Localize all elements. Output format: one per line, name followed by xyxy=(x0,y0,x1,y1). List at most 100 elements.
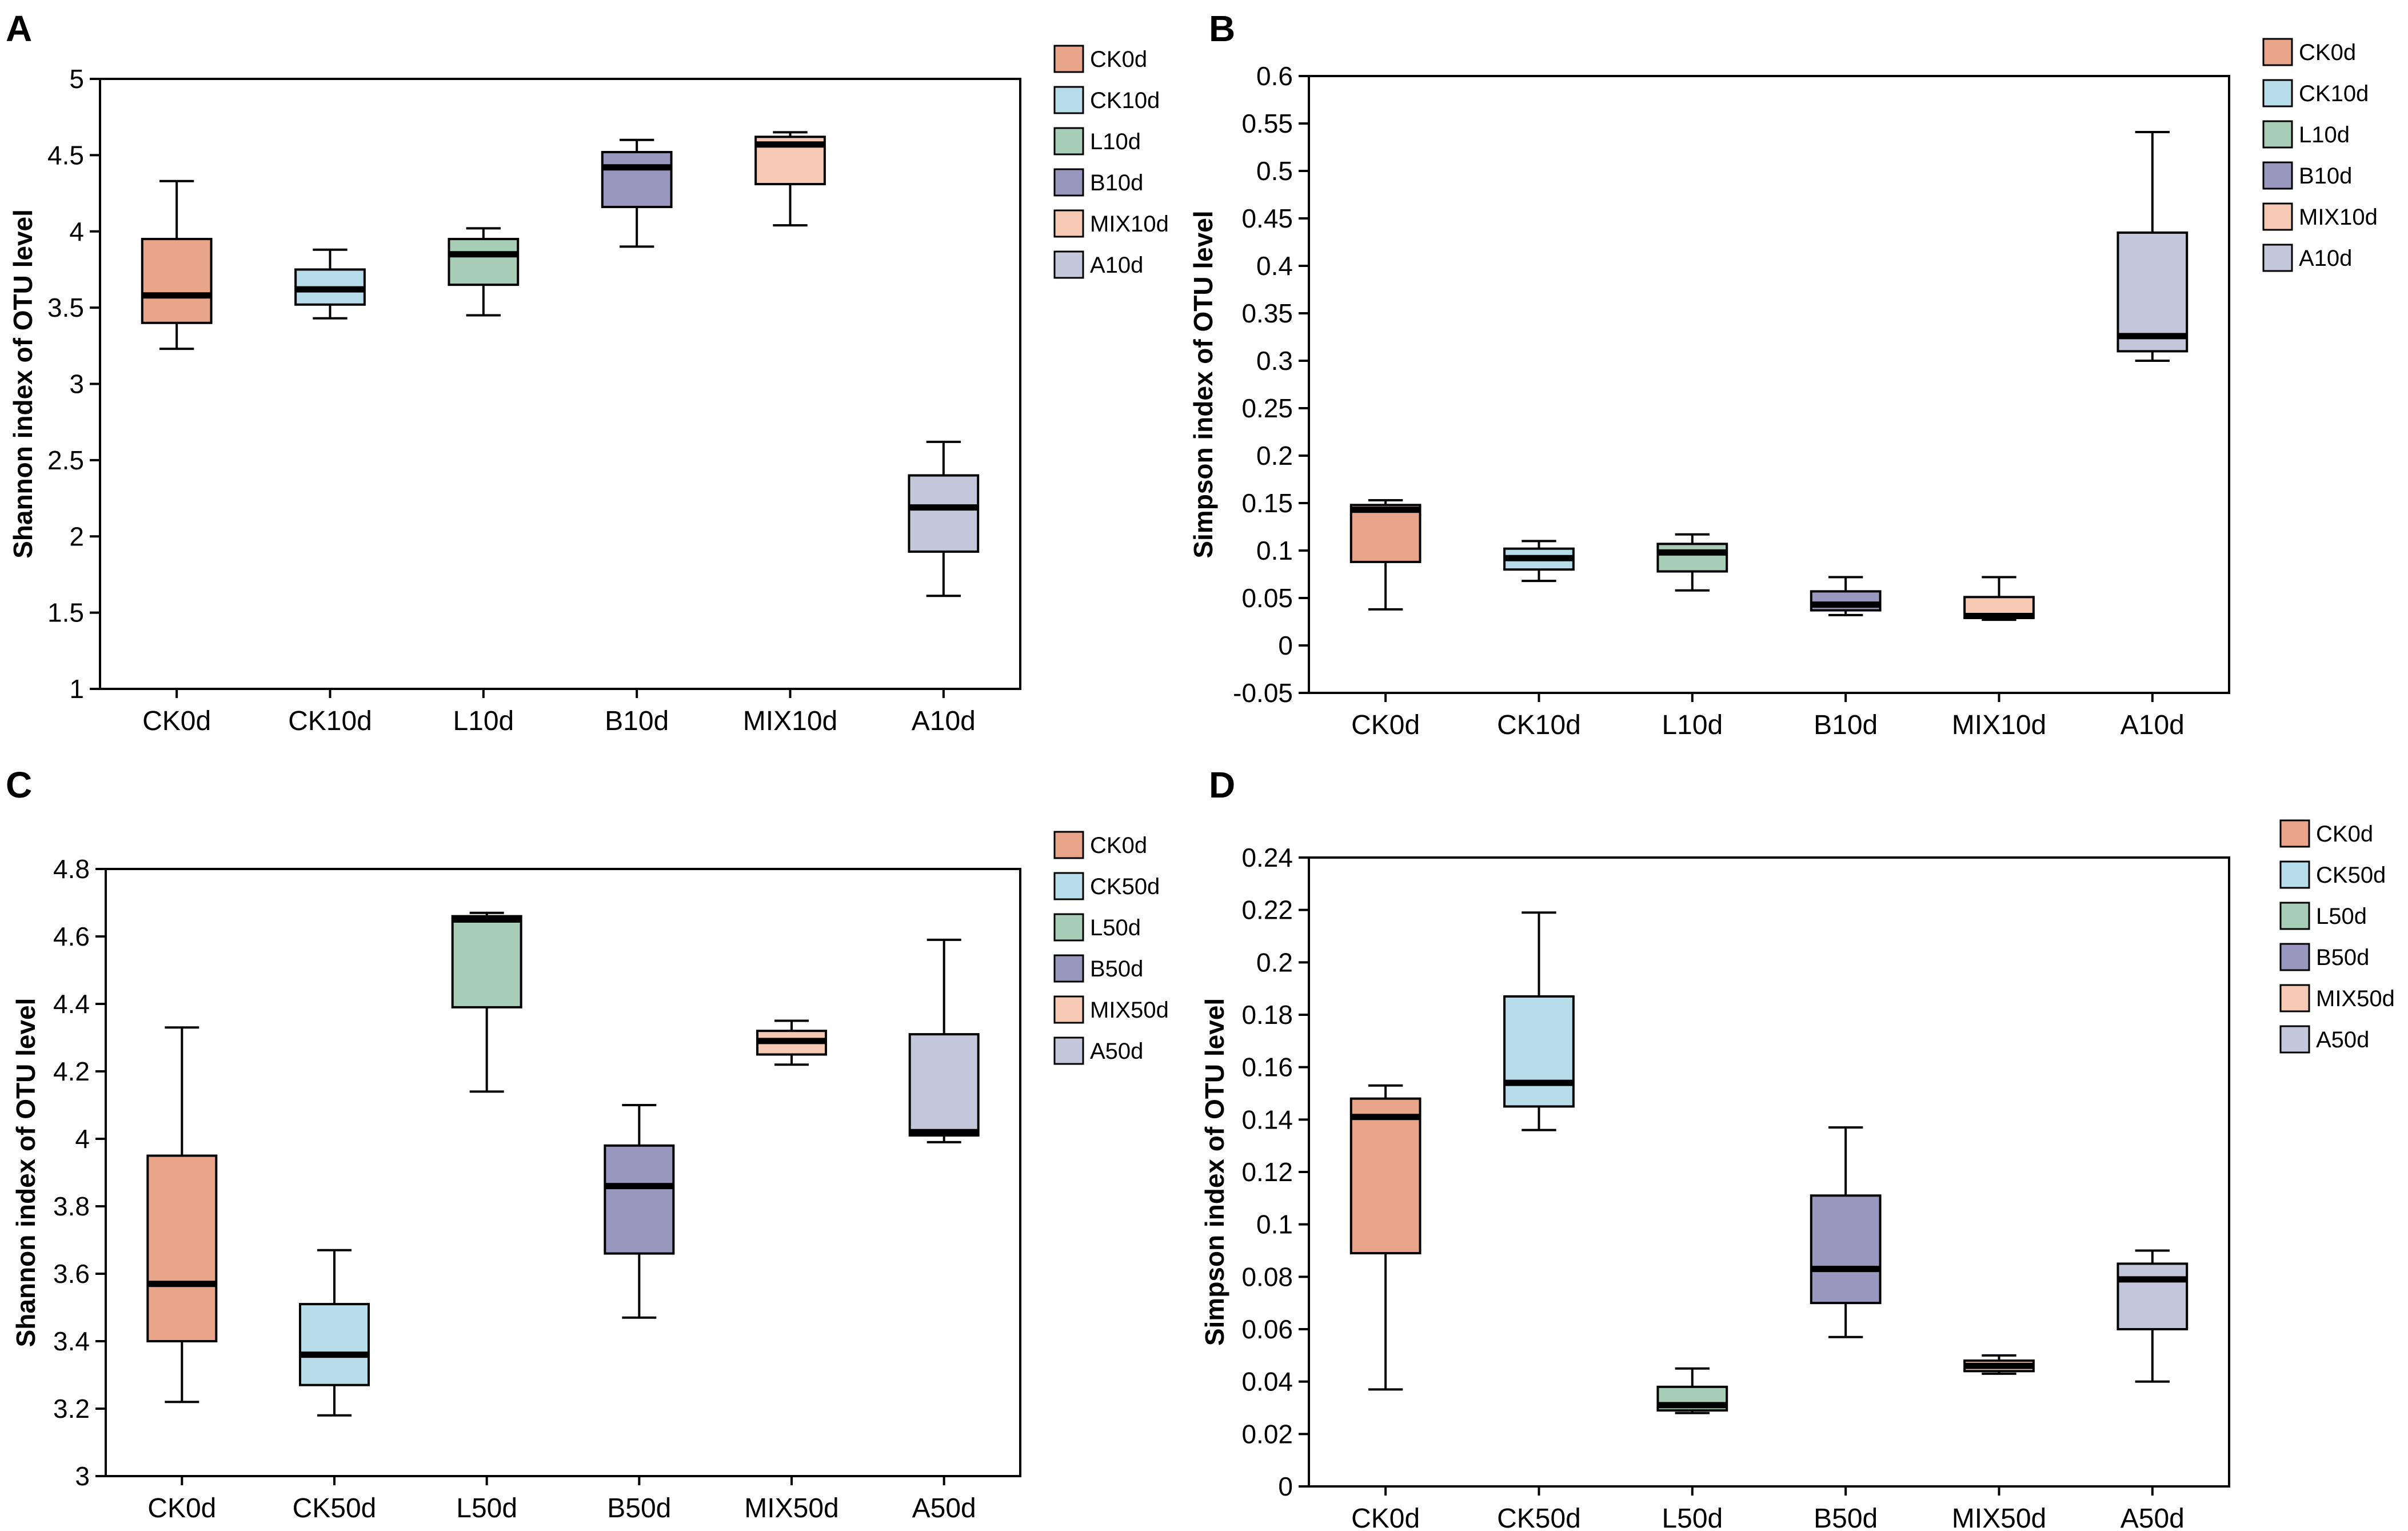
iqr-box xyxy=(1503,995,1575,1108)
legend-swatch xyxy=(1053,86,1084,114)
x-tick-label: CK50d xyxy=(1497,1504,1581,1531)
y-tick-label: 0.2 xyxy=(1256,947,1293,977)
y-tick-label: 0.2 xyxy=(1256,441,1293,471)
y-tick-label: 0.1 xyxy=(1256,536,1293,565)
x-tick-label: MIX10d xyxy=(1952,710,2046,740)
y-tick-label: 0.16 xyxy=(1241,1052,1293,1082)
box-CK0d xyxy=(141,180,213,350)
y-tick-label: 0.08 xyxy=(1241,1262,1293,1291)
legend-label: B50d xyxy=(1090,956,1143,982)
iqr-box xyxy=(1656,543,1728,573)
panel-B: B -0.05 0 0.05 0.1 0.15 0.2 0.25 0.3 0.35 0.4 0.45 0… xyxy=(1188,8,2378,740)
legend-swatch xyxy=(2262,202,2293,231)
x-tick-label: A10d xyxy=(2121,710,2185,740)
legend-label: CK10d xyxy=(2299,81,2369,106)
legend: CK0d CK10d L10d B10d MIX10d A10d xyxy=(1053,45,1169,279)
box-CK10d xyxy=(1503,540,1575,583)
legend-label: MIX10d xyxy=(2299,205,2378,230)
box-L10d xyxy=(1656,533,1728,592)
x-tick-label: CK10d xyxy=(1497,710,1581,740)
box-L50d xyxy=(451,911,522,1093)
legend-swatch xyxy=(2279,943,2310,971)
y-tick-label: 0.22 xyxy=(1241,895,1293,925)
y-tick-label: 0 xyxy=(1278,631,1293,660)
legend-swatch xyxy=(1053,209,1084,238)
plot-frame xyxy=(1308,856,2230,1488)
y-axis-title: Shannon index of OTU level xyxy=(11,998,41,1347)
y-tick-label: 0.04 xyxy=(1241,1367,1293,1397)
y-tick-label: 0.45 xyxy=(1241,204,1293,233)
legend-label: CK50d xyxy=(1090,874,1160,899)
box-B50d xyxy=(1810,1126,1882,1338)
y-tick-label: 0.02 xyxy=(1241,1419,1293,1449)
y-tick-label: 3.2 xyxy=(53,1394,90,1424)
iqr-box xyxy=(2117,1262,2189,1331)
box-A10d xyxy=(908,440,980,597)
iqr-box xyxy=(2117,231,2189,353)
legend-swatch xyxy=(2262,120,2293,149)
y-tick-label: 0.6 xyxy=(1256,61,1293,91)
box-A50d xyxy=(908,938,980,1143)
legend-label: CK0d xyxy=(1090,47,1147,72)
legend-swatch xyxy=(2279,1025,2310,1054)
y-axis-title: Simpson index of OTU level xyxy=(1188,210,1218,558)
legend-swatch xyxy=(1053,954,1084,983)
legend-label: L50d xyxy=(2316,904,2367,929)
x-tick-label: MIX10d xyxy=(743,706,837,736)
legend-label: MIX50d xyxy=(2316,986,2395,1011)
y-tick-label: 5 xyxy=(69,64,84,94)
box-MIX50d xyxy=(1963,1354,2035,1375)
legend-label: L10d xyxy=(1090,129,1141,154)
y-tick-label: 3.5 xyxy=(47,293,84,322)
legend-label: CK10d xyxy=(1090,88,1160,113)
legend-label: L50d xyxy=(1090,915,1141,940)
legend: CK0d CK10d L10d B10d MIX10d A10d xyxy=(2262,38,2378,272)
y-tick-label: 1.5 xyxy=(47,598,84,628)
y-tick-label: 0.12 xyxy=(1241,1157,1293,1187)
y-tick-label: 2.5 xyxy=(47,445,84,475)
legend-label: MIX10d xyxy=(1090,212,1169,237)
legend-swatch xyxy=(1053,1036,1084,1065)
y-tick-label: 0.25 xyxy=(1241,393,1293,423)
box-B10d xyxy=(601,138,673,248)
x-tick-label: CK0d xyxy=(1351,710,1420,740)
y-tick-label: 0.55 xyxy=(1241,109,1293,138)
y-tick-label: 0.35 xyxy=(1241,298,1293,328)
box-B50d xyxy=(604,1104,675,1319)
x-tick-label: CK10d xyxy=(288,706,372,736)
legend-swatch xyxy=(2262,161,2293,190)
legend-swatch xyxy=(1053,872,1084,900)
iqr-box xyxy=(604,1144,675,1255)
legend-swatch xyxy=(1053,913,1084,942)
x-tick-label: CK0d xyxy=(142,706,211,736)
y-tick-label: 1 xyxy=(69,674,84,704)
y-tick-label: 4 xyxy=(69,217,84,246)
y-tick-label: 4.8 xyxy=(53,854,90,884)
iqr-box xyxy=(908,474,980,553)
y-tick-label: 4.4 xyxy=(53,989,90,1019)
x-tick-label: MIX50d xyxy=(744,1493,838,1524)
legend-swatch xyxy=(2279,860,2310,889)
y-tick-label: 2 xyxy=(69,521,84,551)
y-tick-label: 4 xyxy=(75,1124,90,1154)
y-tick-label: 0.24 xyxy=(1241,843,1293,872)
panel-A: A 1 1.5 2 2.5 3 3.5 4 4.5 5 Shannon index of OTU l… xyxy=(6,8,1169,736)
legend-swatch xyxy=(2262,79,2293,107)
y-tick-label: 3.4 xyxy=(53,1326,90,1356)
y-tick-label: -0.05 xyxy=(1233,678,1293,708)
legend-label: A10d xyxy=(2299,246,2352,271)
panel-letter: B xyxy=(1209,8,1235,49)
y-tick-label: 4.2 xyxy=(53,1056,90,1086)
x-tick-label: B50d xyxy=(1814,1504,1878,1531)
x-tick-label: A50d xyxy=(2121,1504,2185,1531)
box-MIX10d xyxy=(1963,576,2035,621)
panel-letter: D xyxy=(1209,764,1235,806)
legend-swatch xyxy=(1053,168,1084,197)
y-tick-label: 0.15 xyxy=(1241,488,1293,518)
y-tick-label: 0.1 xyxy=(1256,1210,1293,1239)
legend-label: B10d xyxy=(2299,164,2352,189)
legend-swatch xyxy=(2279,902,2310,930)
iqr-box xyxy=(448,238,520,286)
legend-label: B10d xyxy=(1090,170,1143,196)
y-axis-title: Simpson index of OTU level xyxy=(1200,998,1229,1346)
